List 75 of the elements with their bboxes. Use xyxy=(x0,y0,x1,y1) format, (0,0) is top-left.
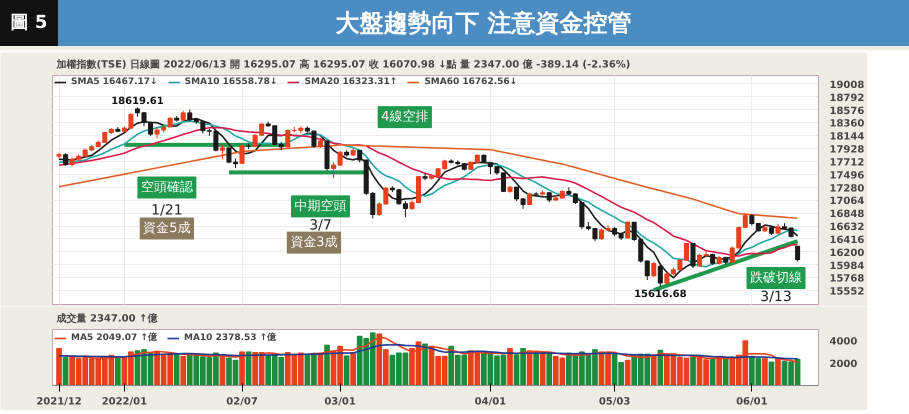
y-tick-label: 18576 xyxy=(830,106,864,117)
y-tick-label: 16200 xyxy=(830,248,864,259)
y-tick-label: 19008 xyxy=(830,80,864,91)
bar xyxy=(350,352,356,386)
x-tick-label: 02/07 xyxy=(226,396,258,408)
y-tick-label: 18792 xyxy=(830,92,864,104)
candlestick xyxy=(690,243,696,269)
y-tick-label: 15552 xyxy=(830,286,864,298)
y-tick-label: 15984 xyxy=(830,260,864,272)
bar xyxy=(768,361,774,386)
x-tick-label: 2022/01 xyxy=(102,396,148,408)
y-tick-label: 17280 xyxy=(830,183,864,194)
y-tick-label: 2000 xyxy=(830,359,858,370)
bar xyxy=(722,358,729,386)
x-tick-label: 04/01 xyxy=(474,396,506,408)
bar xyxy=(624,360,631,386)
candlestick xyxy=(710,253,716,266)
annotation: 1/21 xyxy=(151,202,183,218)
y-tick-label: 16848 xyxy=(830,209,864,220)
bar xyxy=(546,352,552,386)
candlestick xyxy=(546,192,552,203)
y-tick-label: 17712 xyxy=(830,157,864,168)
legend-label: SMA5 16467.17↓ xyxy=(71,77,158,87)
bar xyxy=(690,357,696,386)
x-tick-label: 2021/12 xyxy=(36,396,82,408)
annotation: 資金5成 xyxy=(143,220,191,236)
y-tick-label: 16416 xyxy=(830,234,864,246)
candlestick xyxy=(318,137,323,148)
y-tick-label: 18144 xyxy=(830,132,864,143)
chart-title: 大盤趨勢向下 注意資金控管 xyxy=(58,0,909,46)
candlestick xyxy=(527,192,532,206)
legend-label: MA10 2378.53 ↑億 xyxy=(184,331,276,344)
candlestick xyxy=(775,223,781,234)
chart-title: 成交量 2347.00 ↑億 xyxy=(56,312,158,324)
bar xyxy=(246,351,252,386)
bar xyxy=(324,344,330,386)
y-tick-label: 16632 xyxy=(830,222,864,234)
candlestick xyxy=(220,144,225,160)
x-tick-label: 06/01 xyxy=(736,396,768,408)
caption: 圖 5 xyxy=(0,0,58,46)
annotation: 空頭確認 xyxy=(140,180,193,196)
candlestick xyxy=(795,246,800,262)
candlestick xyxy=(651,262,656,278)
y-tick-label: 18360 xyxy=(830,118,864,130)
annotation: 3/7 xyxy=(309,217,332,234)
annotation: 跌破切線 xyxy=(750,270,802,286)
y-tick-label: 4000 xyxy=(830,336,858,348)
bar xyxy=(710,358,716,386)
x-tick-label: 03/01 xyxy=(324,396,356,408)
annotation: 中期空頭 xyxy=(294,198,346,214)
x-tick-label: 05/03 xyxy=(598,396,630,408)
legend-label: SMA10 16558.78↓ xyxy=(184,77,278,87)
bar xyxy=(62,357,68,386)
annotation: 15616.68 xyxy=(634,288,687,300)
y-tick-label: 17928 xyxy=(830,144,864,156)
bar xyxy=(762,358,768,386)
legend-label: MA5 2049.07 ↑億 xyxy=(71,331,157,344)
annotation: 18619.61 xyxy=(111,96,164,108)
y-tick-label: 17496 xyxy=(830,170,864,182)
bar xyxy=(174,354,180,386)
chart-subtitle: 加權指數(TSE) 日線圖 2022/06/13 開 16295.07 高 16295.07 收 16070.98 ↓點 量 2347.00 億 -389.14 (-2.36%) xyxy=(56,58,630,70)
annotation: 4線空排 xyxy=(381,110,428,125)
line-series xyxy=(58,344,798,360)
legend-label: SMA20 16323.31↑ xyxy=(304,77,398,87)
annotation: 資金3成 xyxy=(290,235,338,250)
candlestick xyxy=(240,144,245,164)
bar xyxy=(344,355,350,386)
bar xyxy=(422,344,428,386)
bar xyxy=(115,357,121,386)
candlestick xyxy=(63,152,68,166)
candlestick xyxy=(180,110,186,122)
legend-label: SMA60 16762.56↓ xyxy=(424,77,518,87)
y-tick-label: 15768 xyxy=(830,274,864,285)
y-tick-label: 17064 xyxy=(830,196,864,208)
annotation: 3/13 xyxy=(760,289,792,306)
